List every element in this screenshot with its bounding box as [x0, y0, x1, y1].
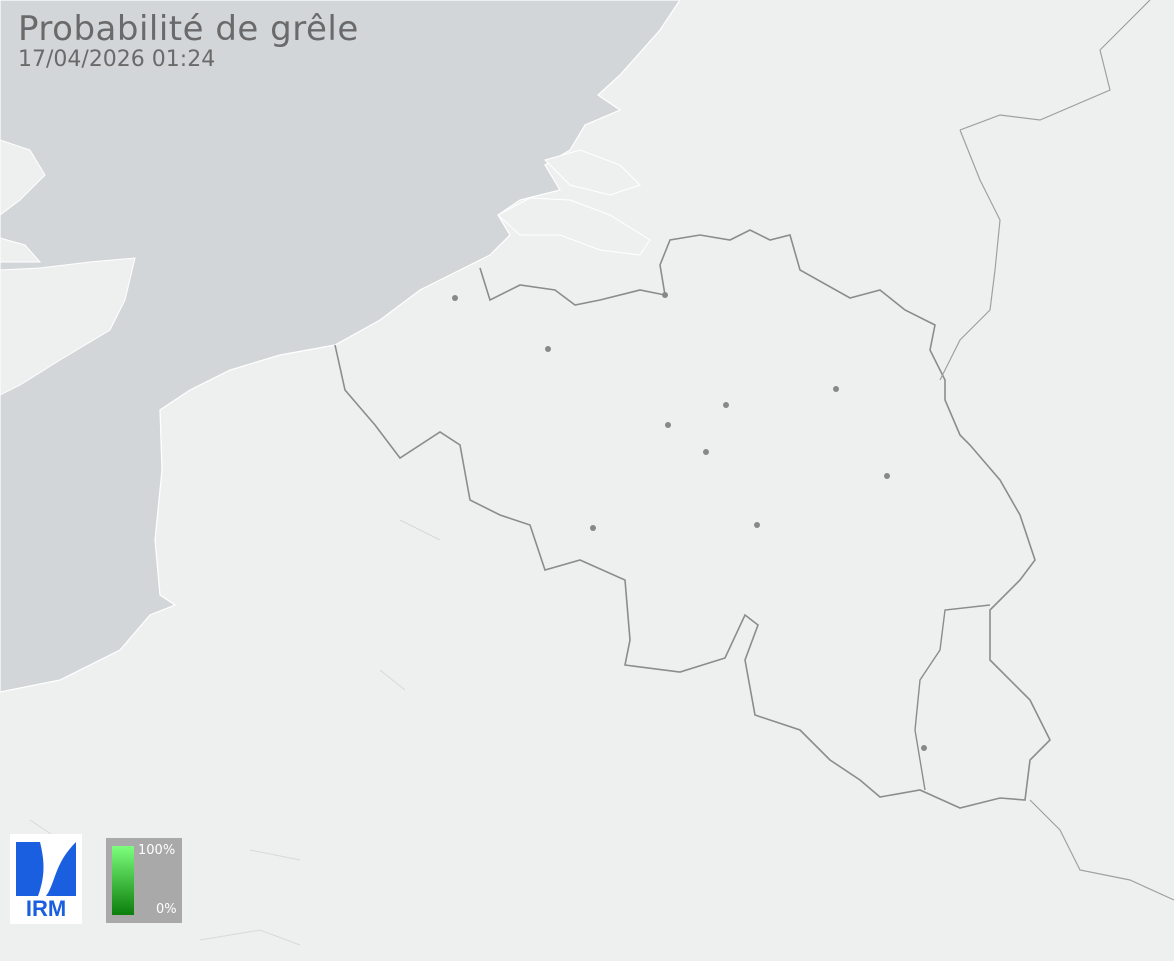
map-title: Probabilité de grêle	[18, 9, 359, 49]
probability-legend: 100% 0%	[106, 838, 182, 923]
luxembourg-border	[914, 604, 991, 791]
city-marker	[754, 522, 760, 528]
legend-gradient-bar	[112, 846, 134, 915]
legend-min-label: 0%	[156, 902, 177, 917]
city-marker	[723, 402, 729, 408]
england-coast	[0, 257, 136, 396]
city-marker	[665, 422, 671, 428]
city-marker	[703, 449, 709, 455]
england-peninsula	[0, 237, 42, 263]
city-marker	[921, 745, 927, 751]
city-marker	[545, 346, 551, 352]
city-marker	[884, 473, 890, 479]
germany-border	[939, 0, 1174, 901]
irm-logo-mark	[16, 842, 76, 896]
belgium-border	[334, 229, 1051, 809]
city-markers	[452, 292, 927, 751]
zeeland-islands	[497, 149, 651, 256]
city-marker	[662, 292, 668, 298]
map-timestamp: 17/04/2026 01:24	[18, 47, 216, 72]
city-marker	[590, 525, 596, 531]
logo-text: IRM	[25, 896, 67, 921]
city-marker	[452, 295, 458, 301]
irm-logo: IRM	[10, 834, 82, 924]
sea	[0, 0, 681, 693]
legend-max-label: 100%	[138, 843, 176, 858]
city-marker	[833, 386, 839, 392]
england-coast-north	[0, 139, 46, 216]
france-rivers	[29, 519, 441, 946]
